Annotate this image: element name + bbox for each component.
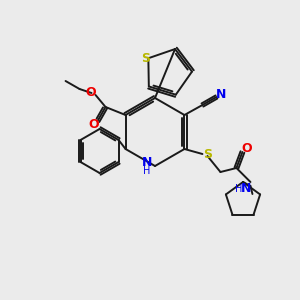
Text: N: N [216,88,226,100]
Text: O: O [241,142,252,154]
Text: H: H [143,166,151,176]
Text: O: O [85,85,96,98]
Text: O: O [88,118,99,130]
Text: S: S [141,52,150,65]
Text: H: H [235,184,242,194]
Text: N: N [142,157,152,169]
Text: S: S [203,148,212,160]
Text: N: N [241,182,252,194]
